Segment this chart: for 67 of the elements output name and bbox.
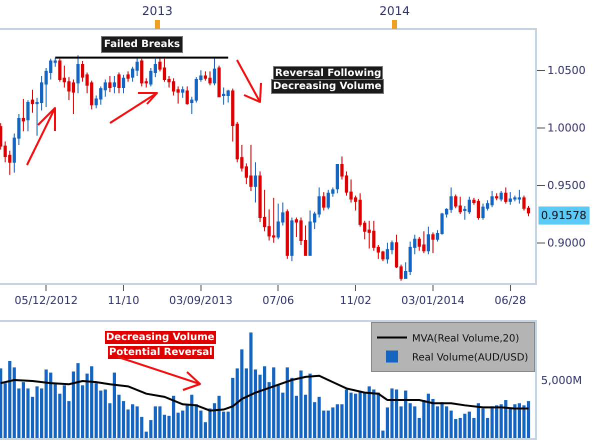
bar [526, 401, 530, 438]
candlestick [386, 242, 390, 264]
candlestick [112, 76, 116, 94]
candlestick [431, 232, 435, 254]
candlestick [122, 74, 126, 94]
annotation: Decreasing Volume [273, 81, 382, 92]
candlestick [254, 162, 258, 203]
candlestick [181, 86, 184, 98]
bar [308, 374, 312, 438]
candlestick [426, 226, 430, 255]
candlestick [500, 190, 503, 202]
candlestick [249, 144, 253, 192]
candlestick [504, 187, 508, 204]
x2-tick-label: 2013 [142, 4, 173, 18]
candlestick [476, 198, 480, 220]
candlestick [208, 70, 212, 86]
x-tick-label: 11/10 [108, 294, 140, 308]
y-tick-label: 1.0500 [547, 64, 586, 78]
candlestick [30, 89, 34, 114]
candlestick [108, 76, 112, 93]
candlestick [495, 192, 498, 201]
candlestick [126, 70, 130, 82]
bar [299, 370, 303, 438]
y-tick-label: 1.0000 [547, 122, 586, 135]
candlestick [204, 70, 208, 82]
candlestick [308, 210, 312, 256]
candlestick [22, 98, 26, 132]
x-tick-label: 11/02 [340, 294, 372, 308]
series-label: Failed Breaks [104, 39, 180, 50]
text: 5,000M [541, 374, 582, 387]
x-tick-label: 03/01/2014 [401, 294, 465, 308]
x-tick-label: 03/09/2013 [169, 294, 233, 308]
legend-label: MVA(Real Volume,20) [412, 333, 520, 344]
candlestick [212, 57, 216, 86]
bar [158, 406, 162, 438]
text: 0.91578 [541, 209, 586, 222]
candlestick [290, 216, 294, 262]
candlestick [72, 78, 76, 114]
bar [394, 389, 398, 438]
candlestick [286, 208, 289, 260]
candlestick [481, 203, 485, 220]
x-tick-label: 05/12/2012 [14, 294, 78, 308]
bar [354, 394, 358, 438]
y-tick-label: 0.9500 [547, 179, 586, 192]
y-tick-label: 0.9000 [547, 236, 586, 250]
candlestick [322, 192, 326, 212]
candlestick [117, 72, 121, 94]
bar [249, 332, 253, 438]
x2-tick-label: 2014 [379, 4, 410, 18]
bar [390, 388, 394, 438]
candlestick [490, 190, 494, 208]
candlestick [217, 65, 221, 98]
candlestick [76, 54, 80, 94]
legend-label: Real Volume(AUD/USD) [412, 352, 528, 364]
x-tick-label: 07/06 [262, 294, 294, 308]
candlestick [336, 164, 339, 194]
bar [349, 392, 353, 438]
bar [344, 389, 348, 438]
bar [262, 366, 266, 438]
candlestick [26, 100, 30, 132]
annotation: Reversal Following [275, 68, 382, 79]
candlestick [186, 86, 189, 106]
annotation: Potential Reversal [109, 347, 213, 358]
x-tick-label: 06/28 [494, 294, 526, 308]
annotation: Decreasing Volume [106, 332, 215, 343]
bar [35, 386, 39, 438]
bar [76, 363, 80, 438]
